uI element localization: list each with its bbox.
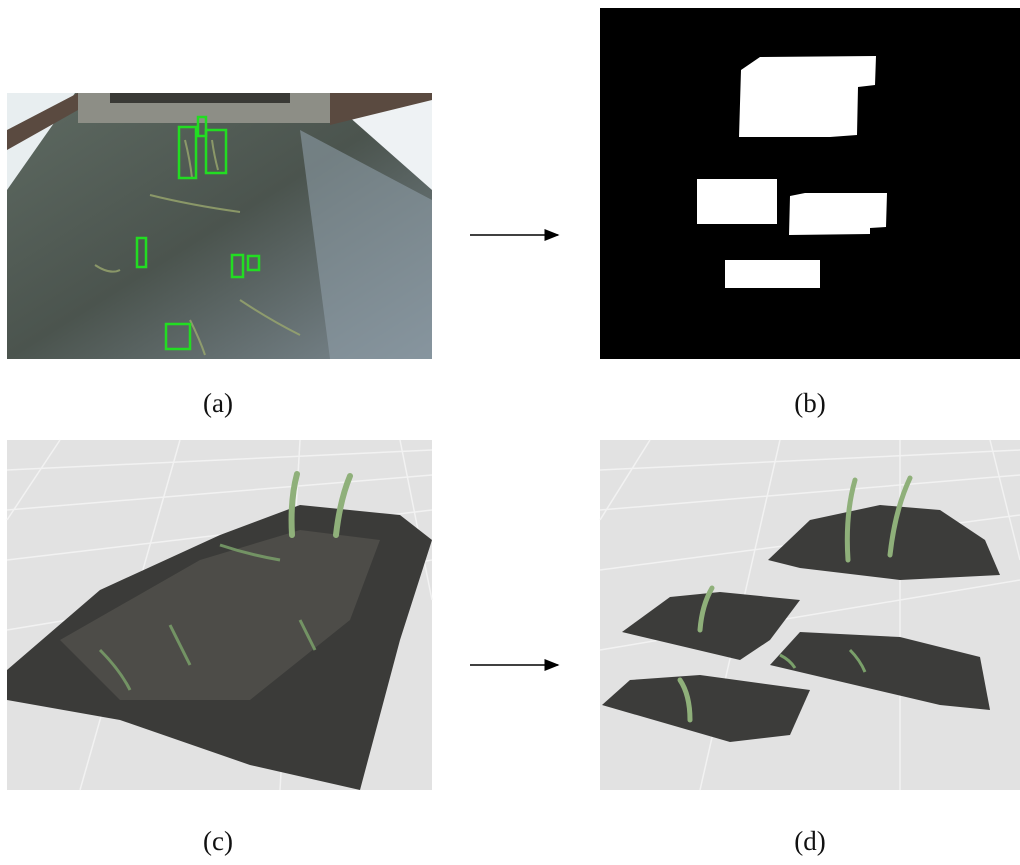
panel-label: (d): [794, 826, 825, 856]
figure: (a) (b) (c): [0, 0, 1020, 865]
panel-label: (a): [203, 388, 233, 418]
panel-c-pointcloud: [7, 440, 432, 790]
panel-b-mask: [600, 8, 1020, 359]
panel-d-segments: [600, 440, 1020, 790]
panel-label: (c): [203, 826, 233, 856]
panel-label: (b): [794, 388, 825, 418]
page: {"panels": [{"label": "(a)"}, {"label": …: [0, 0, 1020, 865]
panel-a-image: [7, 93, 432, 359]
